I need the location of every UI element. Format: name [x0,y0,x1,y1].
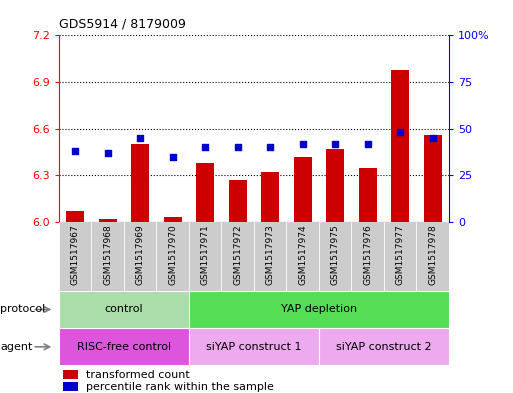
Text: RISC-free control: RISC-free control [77,342,171,352]
Bar [222,222,254,291]
Text: GSM1517969: GSM1517969 [136,224,145,285]
Text: GSM1517977: GSM1517977 [396,224,405,285]
Bar [326,149,344,222]
Text: GSM1517978: GSM1517978 [428,224,437,285]
Bar [391,70,409,222]
Point [266,144,274,151]
Bar [254,222,286,291]
Point [71,148,80,154]
Point [396,129,404,136]
Text: GSM1517976: GSM1517976 [363,224,372,285]
Text: YAP depletion: YAP depletion [281,305,357,314]
Text: siYAP construct 2: siYAP construct 2 [336,342,432,352]
Bar [417,222,449,291]
Bar [99,219,116,222]
Text: GSM1517972: GSM1517972 [233,224,242,285]
Bar [131,144,149,222]
Point [169,154,177,160]
Bar [59,328,189,365]
Bar [189,328,319,365]
Point [299,140,307,147]
Text: siYAP construct 1: siYAP construct 1 [206,342,302,352]
Bar [261,172,279,222]
Bar [63,370,78,379]
Bar [319,328,449,365]
Point [364,140,372,147]
Text: transformed count: transformed count [86,369,190,380]
Text: GSM1517968: GSM1517968 [103,224,112,285]
Bar [189,291,449,328]
Point [233,144,242,151]
Bar [319,222,351,291]
Text: GSM1517967: GSM1517967 [71,224,80,285]
Bar [424,135,442,222]
Bar [294,157,311,222]
Text: GDS5914 / 8179009: GDS5914 / 8179009 [59,18,186,31]
Text: GSM1517970: GSM1517970 [168,224,177,285]
Bar [156,222,189,291]
Text: GSM1517974: GSM1517974 [298,224,307,285]
Bar [359,167,377,222]
Point [104,150,112,156]
Bar [164,217,182,222]
Text: GSM1517973: GSM1517973 [266,224,274,285]
Text: GSM1517975: GSM1517975 [331,224,340,285]
Text: GSM1517971: GSM1517971 [201,224,210,285]
Bar [66,211,84,222]
Bar [124,222,156,291]
Bar [196,163,214,222]
Bar [63,382,78,391]
Bar [91,222,124,291]
Point [136,135,144,141]
Point [428,135,437,141]
Text: agent: agent [0,342,32,352]
Point [331,140,339,147]
Bar [59,291,189,328]
Bar [351,222,384,291]
Bar [59,222,91,291]
Bar [286,222,319,291]
Bar [229,180,247,222]
Bar [384,222,417,291]
Point [201,144,209,151]
Text: percentile rank within the sample: percentile rank within the sample [86,382,274,391]
Text: control: control [105,305,143,314]
Text: protocol: protocol [0,305,45,314]
Bar [189,222,222,291]
